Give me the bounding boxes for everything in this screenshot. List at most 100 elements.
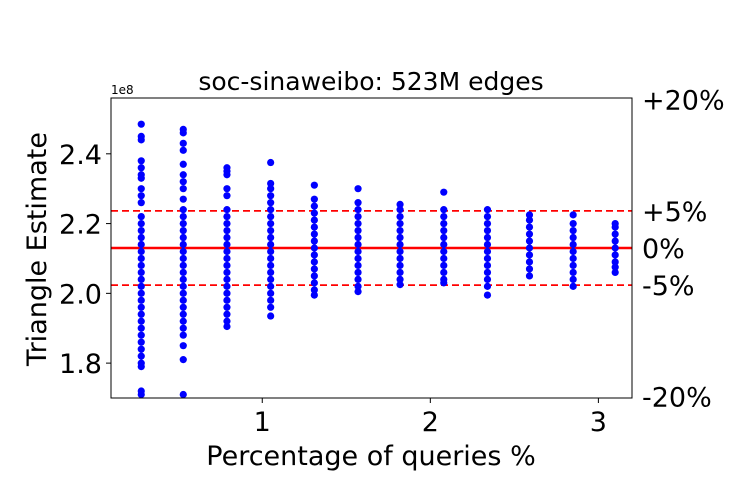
data-point (267, 261, 275, 270)
y-tick-label: 2.2 (59, 210, 102, 241)
data-point (267, 158, 275, 167)
data-point (440, 279, 448, 287)
data-point (137, 213, 145, 221)
data-point (569, 247, 577, 256)
data-point (310, 279, 318, 287)
data-point (179, 213, 187, 221)
data-point (137, 268, 145, 277)
data-point (611, 223, 619, 231)
data-point (179, 261, 187, 270)
data-point (223, 247, 231, 256)
data-point (267, 179, 275, 188)
data-point (310, 286, 318, 294)
data-point (569, 226, 577, 235)
data-point (483, 291, 492, 299)
data-point (483, 282, 492, 290)
data-point (440, 247, 448, 256)
data-point (223, 254, 231, 263)
data-point (611, 258, 619, 266)
data-point (611, 268, 619, 277)
data-point (525, 265, 534, 273)
data-point (396, 219, 404, 228)
data-point (611, 244, 619, 252)
data-point (137, 303, 145, 311)
data-point (310, 195, 318, 203)
data-point (525, 251, 534, 259)
data-point (310, 265, 318, 273)
data-point (267, 268, 275, 277)
data-point (267, 282, 275, 290)
data-point (396, 213, 404, 221)
data-point (137, 324, 145, 332)
data-point (483, 268, 492, 277)
data-point (483, 254, 492, 263)
x-tick-label: 2 (422, 407, 439, 438)
y-tick-label: 2.4 (59, 140, 102, 171)
data-point (525, 237, 534, 245)
x-tick-label: 1 (254, 407, 271, 438)
data-point (611, 230, 619, 238)
data-point (569, 261, 577, 270)
data-point (179, 129, 187, 137)
data-point (179, 195, 187, 203)
data-point (267, 206, 275, 214)
data-point (310, 291, 318, 299)
data-point (440, 219, 448, 228)
data-point (354, 288, 362, 296)
data-point (354, 254, 362, 263)
data-point (440, 213, 448, 221)
data-point (396, 240, 404, 249)
percent-deviation-label: +5% (642, 197, 707, 228)
data-point (179, 171, 187, 179)
data-point (611, 263, 619, 271)
data-point (267, 185, 275, 193)
data-point (267, 275, 275, 283)
data-point (310, 223, 318, 231)
percent-deviation-label: -20% (642, 383, 712, 414)
data-point (223, 240, 231, 249)
data-point (310, 237, 318, 245)
data-point (310, 272, 318, 280)
percent-deviation-label: +20% (642, 85, 725, 116)
data-point (569, 219, 577, 228)
data-point (483, 275, 492, 283)
data-point (483, 213, 492, 221)
data-point (179, 185, 187, 193)
data-point (223, 303, 231, 311)
data-point (223, 289, 231, 297)
data-point (223, 275, 231, 283)
data-point (179, 226, 187, 235)
data-point (137, 338, 145, 346)
data-point (569, 233, 577, 242)
data-point (569, 282, 577, 290)
data-point (179, 146, 187, 154)
data-point (137, 185, 145, 193)
data-point (354, 275, 362, 283)
data-point (440, 226, 448, 235)
data-point (354, 219, 362, 228)
data-point (137, 164, 145, 172)
data-point (569, 268, 577, 277)
data-point (440, 254, 448, 263)
data-point (396, 247, 404, 256)
data-point (137, 331, 145, 339)
data-point (525, 258, 534, 266)
data-point (396, 261, 404, 270)
data-point (440, 206, 448, 214)
data-point (267, 296, 275, 304)
data-point (483, 226, 492, 235)
y-axis-offset-label: 1e8 (111, 83, 134, 97)
data-point (179, 139, 187, 147)
data-point (396, 275, 404, 283)
data-point (223, 268, 231, 277)
data-point (179, 324, 187, 332)
data-point (267, 226, 275, 235)
data-point (179, 275, 187, 283)
data-point (267, 233, 275, 242)
chart-title: soc-sinaweibo: 523M edges (198, 67, 543, 96)
data-point (611, 251, 619, 259)
data-point (396, 281, 404, 289)
data-point (396, 200, 404, 208)
data-point (223, 171, 231, 179)
